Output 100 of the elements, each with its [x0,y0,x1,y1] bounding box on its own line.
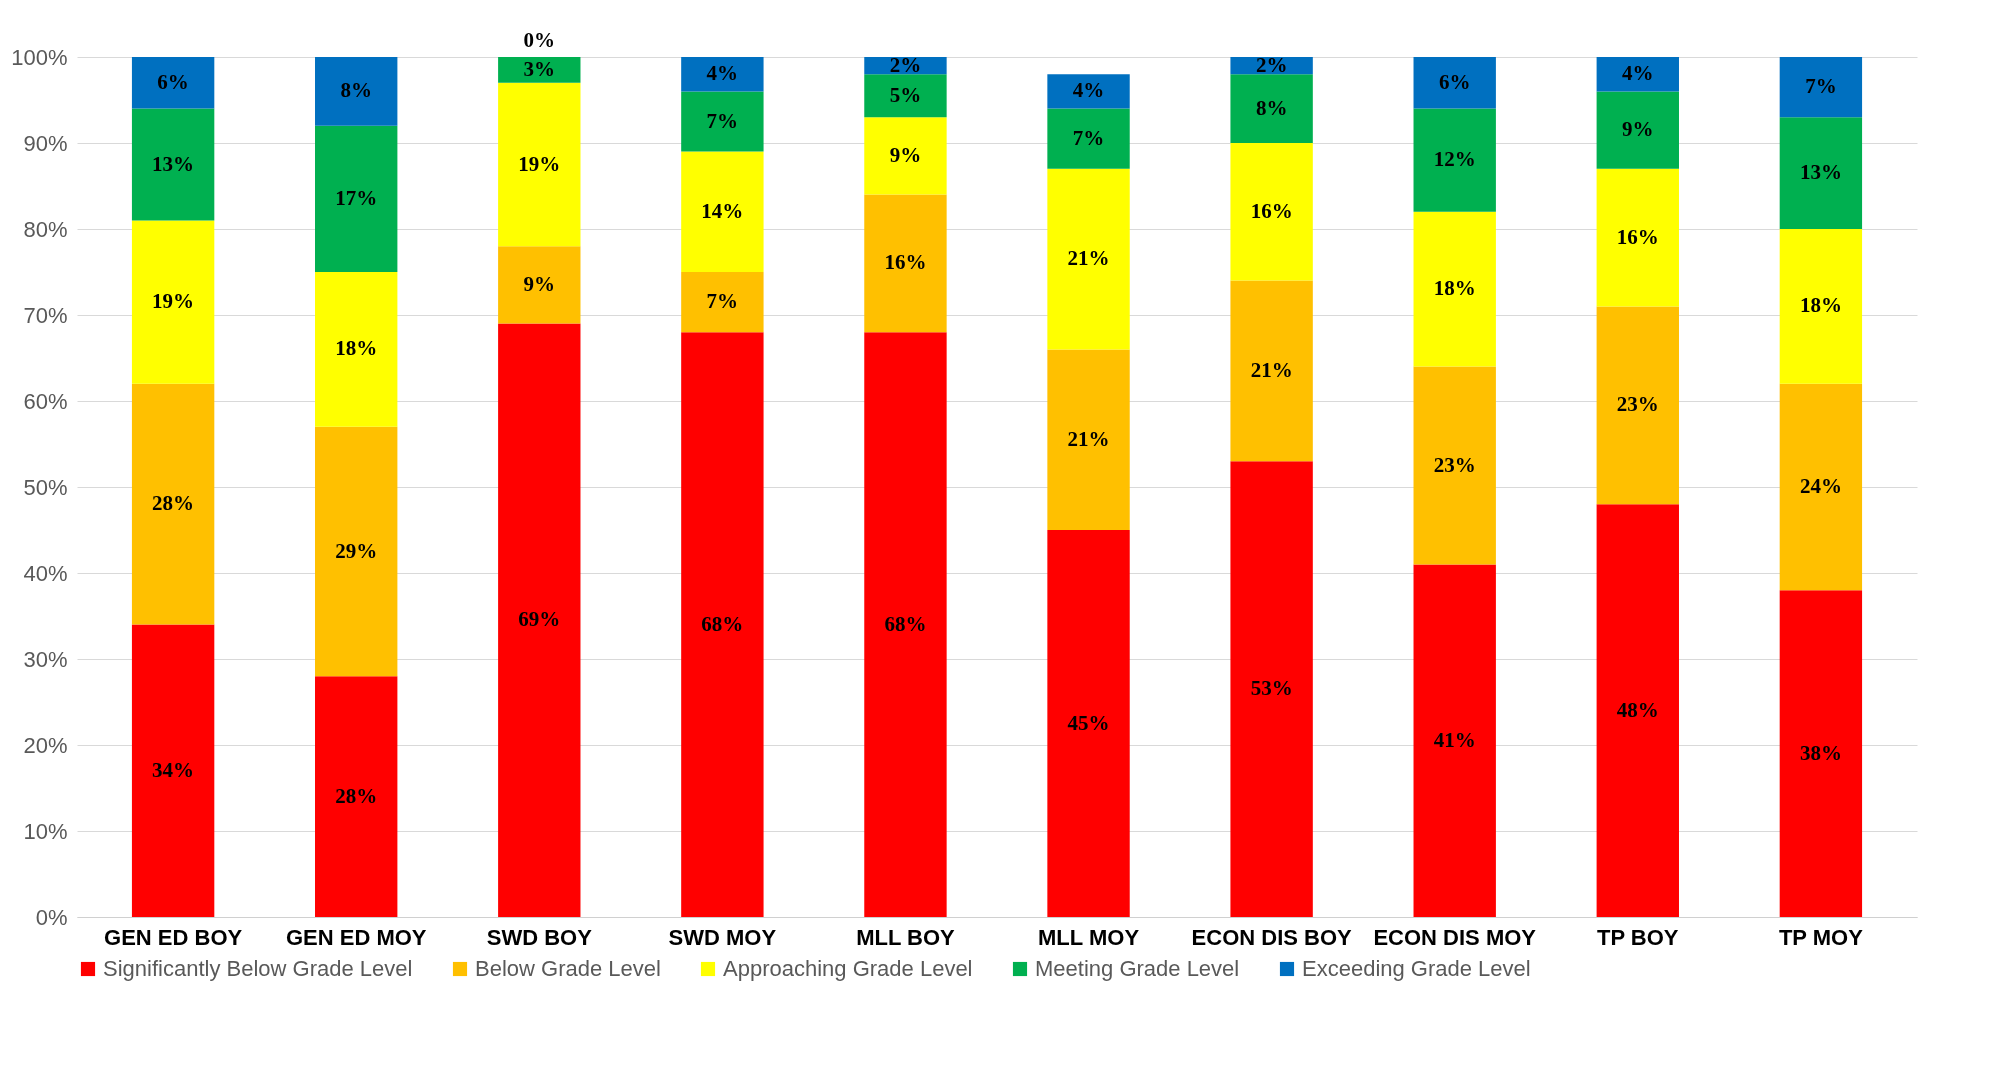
data-label: 2% [1255,52,1288,77]
legend-label: Significantly Below Grade Level [103,956,413,981]
legend-label: Exceeding Grade Level [1302,956,1531,981]
data-label: 16% [884,250,927,275]
data-label: 5% [889,82,922,107]
data-label: 21% [1067,246,1110,271]
y-tick-label: 70% [23,302,68,328]
x-tick-label: MLL MOY [1038,924,1140,950]
bar [1230,461,1313,917]
bar [864,74,947,118]
y-tick-label: 0% [35,904,68,930]
data-label: 18% [335,336,378,361]
y-tick-label: 90% [23,130,68,156]
x-tick-label: GEN ED BOY [104,924,243,950]
legend-label: Approaching Grade Level [723,956,973,981]
data-label: 68% [884,611,927,636]
data-label: 17% [335,185,378,210]
bar [1047,168,1130,350]
data-label: 14% [701,198,744,223]
data-label: 6% [157,69,189,94]
data-label: 28% [335,783,378,808]
data-label: 69% [518,607,561,632]
bar [1779,57,1863,118]
data-label: 7% [1805,74,1837,99]
bar [315,57,398,126]
data-label: 4% [1622,61,1654,86]
data-label: 28% [152,491,195,516]
data-label: 29% [335,538,378,563]
bar [1230,74,1313,143]
bar [1779,229,1863,384]
data-label: 21% [1250,357,1293,382]
data-label: 68% [701,611,744,636]
bar [1047,108,1130,169]
bar [681,151,764,272]
bar [498,323,581,917]
data-label: 0% [523,28,556,52]
bar [1230,280,1313,462]
bar [681,91,764,152]
data-label: 19% [518,151,561,176]
bar [315,426,398,677]
bar [1047,349,1130,530]
bar [1230,143,1313,281]
bar [681,332,764,917]
bar [131,624,215,917]
bar [681,57,764,92]
bar [1413,57,1496,109]
bar [1779,590,1863,917]
data-label: 7% [706,289,739,314]
bar [131,220,215,384]
data-label: 23% [1616,392,1659,417]
data-label: 48% [1616,697,1659,722]
bar [1413,108,1496,212]
data-label: 4% [1072,78,1105,103]
bar [1047,74,1130,109]
bar [498,246,581,324]
legend-label: Meeting Grade Level [1035,956,1240,981]
legend-label: Below Grade Level [475,956,661,981]
data-label: 9% [523,271,556,296]
data-label: 13% [1799,160,1842,185]
bar [498,82,581,247]
bar [681,272,764,333]
data-label: 12% [1433,147,1476,172]
bar [1596,306,1679,505]
bar [1779,117,1863,229]
bar [1047,530,1130,917]
bar [1413,366,1496,565]
y-tick-label: 50% [23,474,68,500]
bar [131,108,215,221]
data-label: 34% [152,757,195,782]
bar [315,272,398,427]
data-label: 38% [1799,740,1842,765]
y-tick-label: 60% [23,388,68,414]
y-tick-label: 30% [23,646,68,672]
data-label: 18% [1799,293,1842,318]
data-label: 23% [1433,452,1476,477]
bar [1413,211,1496,367]
y-tick-label: 20% [23,732,68,758]
bar [498,57,581,83]
data-label: 24% [1799,474,1842,498]
y-tick-label: 40% [23,560,68,586]
data-label: 41% [1433,727,1476,752]
bar [315,676,398,917]
x-tick-label: ECON DIS MOY [1373,924,1537,950]
bar [315,125,398,272]
bar [864,194,947,333]
data-label: 45% [1067,710,1110,735]
x-tick-label: GEN ED MOY [285,924,427,950]
x-tick-label: MLL BOY [856,924,956,950]
data-label: 19% [152,289,195,314]
data-label: 53% [1250,676,1293,701]
data-label: 2% [889,52,922,77]
x-tick-label: ECON DIS BOY [1191,924,1353,950]
x-tick-label: SWD BOY [486,924,593,950]
bar [864,332,947,917]
data-label: 13% [152,151,195,176]
y-tick-label: 80% [23,216,68,242]
data-label: 6% [1438,69,1471,94]
x-tick-label: SWD MOY [668,924,777,950]
data-label: 4% [706,61,739,86]
data-label: 8% [1255,95,1288,120]
